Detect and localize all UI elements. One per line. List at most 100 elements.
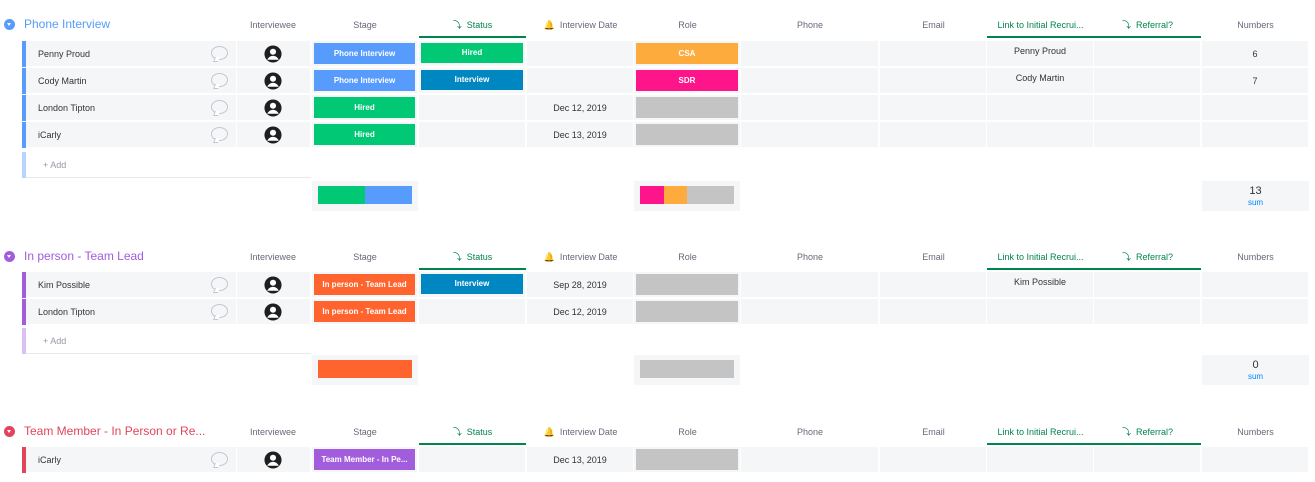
- table-row[interactable]: Kim Possible In person - Team Lead Inter…: [22, 272, 1315, 298]
- stage-summary[interactable]: [312, 181, 418, 211]
- add-item-placeholder[interactable]: + Add: [43, 336, 67, 346]
- numbers-cell[interactable]: 6: [1202, 41, 1309, 67]
- role-cell[interactable]: [634, 299, 741, 325]
- phone-cell[interactable]: [741, 68, 879, 94]
- interview-date-cell[interactable]: Dec 12, 2019: [527, 95, 634, 121]
- item-name[interactable]: London Tipton: [38, 103, 96, 113]
- column-header-numbers[interactable]: Numbers: [1237, 20, 1274, 30]
- group-collapse-toggle-icon[interactable]: [4, 251, 15, 262]
- status-label[interactable]: Interview: [421, 274, 523, 294]
- interview-date-cell[interactable]: Dec 13, 2019: [527, 122, 634, 148]
- link-cell[interactable]: Penny Proud: [987, 41, 1094, 67]
- item-name[interactable]: Cody Martin: [38, 76, 87, 86]
- status-cell[interactable]: [419, 299, 526, 325]
- role-summary-segment-csa[interactable]: [664, 186, 687, 204]
- role-label[interactable]: CSA: [636, 43, 738, 64]
- numbers-cell[interactable]: [1202, 447, 1309, 473]
- table-row[interactable]: iCarly Hired Dec 13, 2019: [22, 122, 1315, 148]
- phone-cell[interactable]: [741, 272, 879, 298]
- referral-cell[interactable]: [1094, 272, 1201, 298]
- add-item-input[interactable]: + Add: [26, 152, 311, 178]
- interview-date-cell[interactable]: Dec 13, 2019: [527, 447, 634, 473]
- email-cell[interactable]: [880, 95, 987, 121]
- numbers-sum-label[interactable]: sum: [1247, 198, 1264, 207]
- interviewee-cell[interactable]: [237, 95, 311, 121]
- role-summary-segment-empty[interactable]: [640, 360, 734, 378]
- interviewee-cell[interactable]: [237, 272, 311, 298]
- interviewee-cell[interactable]: [237, 68, 311, 94]
- role-empty-label[interactable]: [636, 301, 738, 322]
- link-value[interactable]: Penny Proud: [1013, 46, 1067, 56]
- updates-bubble-icon[interactable]: [211, 100, 228, 114]
- column-header-interview-date[interactable]: 🔔 Interview Date: [527, 419, 634, 445]
- column-header-interviewee[interactable]: Interviewee: [249, 20, 297, 30]
- email-cell[interactable]: [880, 299, 987, 325]
- table-row[interactable]: London Tipton In person - Team Lead Dec …: [22, 299, 1315, 325]
- column-header-interviewee[interactable]: Interviewee: [249, 252, 297, 262]
- referral-cell[interactable]: [1094, 68, 1201, 94]
- column-header-stage[interactable]: Stage: [353, 252, 377, 262]
- column-header-referral[interactable]: ⤵ Referral?: [1094, 12, 1201, 38]
- link-value[interactable]: Kim Possible: [1013, 277, 1067, 287]
- column-header-referral[interactable]: ⤵ Referral?: [1094, 419, 1201, 445]
- numbers-cell[interactable]: [1202, 95, 1309, 121]
- numbers-cell[interactable]: [1202, 272, 1309, 298]
- item-name[interactable]: Kim Possible: [38, 280, 91, 290]
- updates-bubble-icon[interactable]: [211, 452, 228, 466]
- interview-date-cell[interactable]: [527, 41, 634, 67]
- column-header-link-to-initial-recruit[interactable]: Link to Initial Recrui...: [987, 244, 1094, 270]
- status-cell[interactable]: Interview: [419, 272, 526, 298]
- email-cell[interactable]: [880, 68, 987, 94]
- email-cell[interactable]: [880, 272, 987, 298]
- item-name-cell[interactable]: London Tipton: [26, 95, 236, 121]
- column-header-phone[interactable]: Phone: [796, 20, 824, 30]
- role-empty-label[interactable]: [636, 124, 738, 145]
- status-cell[interactable]: [419, 122, 526, 148]
- column-header-stage[interactable]: Stage: [353, 20, 377, 30]
- column-header-role[interactable]: Role: [678, 427, 697, 437]
- role-empty-label[interactable]: [636, 449, 738, 470]
- column-header-phone[interactable]: Phone: [796, 427, 824, 437]
- stage-cell[interactable]: In person - Team Lead: [312, 272, 418, 298]
- interview-date-value[interactable]: Sep 28, 2019: [553, 280, 607, 290]
- numbers-summary[interactable]: 0 sum: [1202, 355, 1309, 385]
- column-header-status[interactable]: ⤵ Status: [419, 12, 526, 38]
- group-title[interactable]: In person - Team Lead: [24, 249, 144, 263]
- column-header-link-to-initial-recruit[interactable]: Link to Initial Recrui...: [987, 12, 1094, 38]
- role-label[interactable]: SDR: [636, 70, 738, 91]
- add-item-row[interactable]: + Add: [22, 328, 1315, 354]
- status-cell[interactable]: Hired: [419, 41, 526, 67]
- table-row[interactable]: iCarly Team Member - In Pe... Dec 13, 20…: [22, 447, 1315, 473]
- add-item-row[interactable]: + Add: [22, 152, 1315, 178]
- item-name-cell[interactable]: Cody Martin: [26, 68, 236, 94]
- interview-date-value[interactable]: Dec 13, 2019: [553, 455, 607, 465]
- interviewee-cell[interactable]: [237, 447, 311, 473]
- link-value[interactable]: Cody Martin: [1015, 73, 1065, 83]
- item-name[interactable]: iCarly: [38, 130, 62, 140]
- updates-bubble-icon[interactable]: [211, 127, 228, 141]
- role-summary-segment-empty[interactable]: [687, 186, 734, 204]
- column-header-interview-date[interactable]: 🔔 Interview Date: [527, 12, 634, 38]
- column-header-role[interactable]: Role: [678, 20, 697, 30]
- column-header-link-to-initial-recruit[interactable]: Link to Initial Recrui...: [987, 419, 1094, 445]
- interview-date-cell[interactable]: Dec 12, 2019: [527, 299, 634, 325]
- phone-cell[interactable]: [741, 299, 879, 325]
- item-name-cell[interactable]: Penny Proud: [26, 41, 236, 67]
- item-name[interactable]: London Tipton: [38, 307, 96, 317]
- stage-summary-segment-phone-interview[interactable]: [365, 186, 412, 204]
- interview-date-value[interactable]: Dec 12, 2019: [553, 103, 607, 113]
- referral-cell[interactable]: [1094, 122, 1201, 148]
- column-header-phone[interactable]: Phone: [796, 252, 824, 262]
- status-label[interactable]: Hired: [421, 43, 523, 63]
- stage-label[interactable]: In person - Team Lead: [314, 301, 415, 322]
- item-name-cell[interactable]: iCarly: [26, 122, 236, 148]
- item-name-cell[interactable]: Kim Possible: [26, 272, 236, 298]
- column-header-interviewee[interactable]: Interviewee: [249, 427, 297, 437]
- interview-date-cell[interactable]: [527, 68, 634, 94]
- stage-label[interactable]: In person - Team Lead: [314, 274, 415, 295]
- numbers-cell[interactable]: 7: [1202, 68, 1309, 94]
- interview-date-cell[interactable]: Sep 28, 2019: [527, 272, 634, 298]
- column-header-status[interactable]: ⤵ Status: [419, 244, 526, 270]
- phone-cell[interactable]: [741, 95, 879, 121]
- add-item-placeholder[interactable]: + Add: [43, 160, 67, 170]
